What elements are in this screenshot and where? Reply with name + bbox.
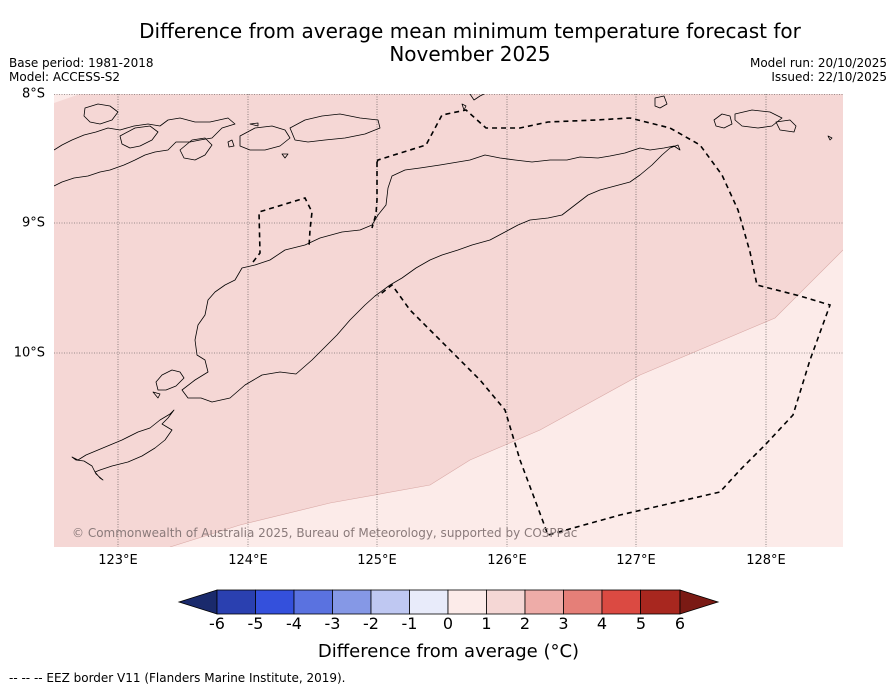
coastlines: [54, 94, 833, 481]
colorbar-segment-m4-m3: [293, 589, 333, 615]
coastline-lembata: [119, 125, 159, 149]
lat-label-9s: 9°S: [21, 215, 45, 231]
colorbar-overflow: [679, 589, 720, 615]
coastline-islet-6: [461, 103, 467, 111]
colorbar-segment-3-4: [563, 589, 603, 615]
colorbar-underflow: [177, 589, 218, 615]
colorbar: [177, 589, 720, 615]
coastline-rote: [71, 409, 175, 481]
figure-title-line1: Difference from average mean minimum tem…: [139, 19, 801, 43]
colorbar-tick-5: 5: [635, 614, 647, 633]
colorbar-label: Difference from average (°C): [317, 641, 580, 662]
lon-label-125e: 125°E: [357, 553, 397, 568]
colorbar-tick-4: 4: [596, 614, 608, 633]
colorbar-tick-m2: -2: [363, 614, 379, 633]
colorbar-segment-5-6: [640, 589, 681, 615]
anomaly-band-boundary: [169, 249, 843, 547]
colorbar-tick-1: 1: [481, 614, 492, 633]
colorbar-tick-m4: -4: [286, 614, 302, 633]
colorbar-tick-m3: -3: [324, 614, 341, 633]
coastline-islet-3: [227, 139, 235, 148]
copyright-text: © Commonwealth of Australia 2025, Bureau…: [72, 526, 578, 540]
colorbar-tick-m5: -5: [247, 614, 264, 633]
top-edge-band: [54, 94, 80, 103]
colorbar-tick-2: 2: [519, 614, 531, 633]
colorbar-segment-m2-m1: [370, 589, 410, 615]
gridlines: [54, 94, 843, 547]
colorbar-segment-0-1: [447, 589, 487, 615]
lat-label-8s: 8°S: [21, 86, 45, 102]
coastline-islet-8: [713, 113, 733, 129]
colorbar-segment-m6-m5: [216, 589, 256, 615]
coastline-alor-2: [289, 113, 381, 143]
coastline-islet-2: [152, 391, 161, 399]
coastline-islet-7: [654, 95, 668, 109]
colorbar-segment-m1-0: [409, 589, 449, 615]
colorbar-tick-m1: -1: [401, 614, 418, 633]
figure-title-line2: November 2025: [389, 42, 551, 66]
colorbar-tick-3: 3: [558, 614, 569, 633]
coastline-islet-4: [249, 122, 259, 127]
coastline-islet-5: [281, 153, 289, 159]
colorbar-segment-m3-m2: [332, 589, 372, 615]
eez-footnote: -- -- -- EEZ border V11 (Flanders Marine…: [9, 671, 346, 685]
colorbar-tick-6: 6: [674, 614, 686, 633]
model-run-text: Model run: 20/10/2025: [749, 56, 887, 70]
coastline-pantar: [179, 137, 213, 161]
colorbar-tick-0: 0: [442, 614, 454, 633]
lon-label-127e: 127°E: [616, 553, 656, 568]
eez-border-oecusse: [252, 197, 313, 263]
coastline-flores: [54, 117, 236, 187]
anomaly-band-0-to-1: [170, 250, 843, 547]
coastline-islet-10: [775, 119, 797, 133]
coastline-wetar-north: [469, 94, 485, 101]
coastline-alor-1: [239, 125, 291, 151]
colorbar-segment-1-2: [486, 589, 526, 615]
coastline-islet-9: [734, 109, 783, 129]
lon-label-123e: 123°E: [98, 553, 138, 568]
base-period-text: Base period: 1981-2018: [9, 56, 154, 70]
lon-label-128e: 128°E: [746, 553, 786, 568]
issued-text: Issued: 22/10/2025: [771, 70, 887, 84]
eez-border-main: [376, 109, 832, 536]
lon-label-124e: 124°E: [228, 553, 268, 568]
colorbar-tick-m6: -6: [209, 614, 225, 633]
lat-label-10s: 10°S: [13, 345, 45, 361]
colorbar-segment-m5-m4: [255, 589, 295, 615]
colorbar-segment-4-5: [601, 589, 641, 615]
eez-border: [252, 109, 832, 536]
coastline-islet-11: [827, 135, 833, 141]
eez-border-left: [371, 162, 378, 229]
model-text: Model: ACCESS-S2: [9, 70, 121, 84]
coastline-adonara: [83, 103, 119, 125]
coastline-islet-1: [155, 369, 185, 391]
lon-label-126e: 126°E: [487, 553, 527, 568]
coastline-timor: [181, 144, 681, 403]
colorbar-segment-2-3: [524, 589, 564, 615]
